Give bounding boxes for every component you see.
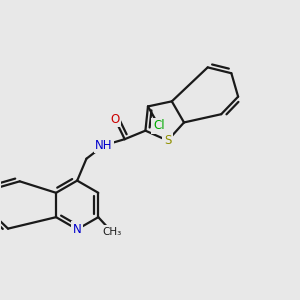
Text: CH₃: CH₃ (102, 227, 121, 237)
Text: N: N (73, 223, 82, 236)
Text: NH: NH (95, 139, 113, 152)
Text: O: O (110, 113, 120, 126)
Text: Cl: Cl (153, 119, 165, 132)
Text: S: S (164, 134, 171, 147)
